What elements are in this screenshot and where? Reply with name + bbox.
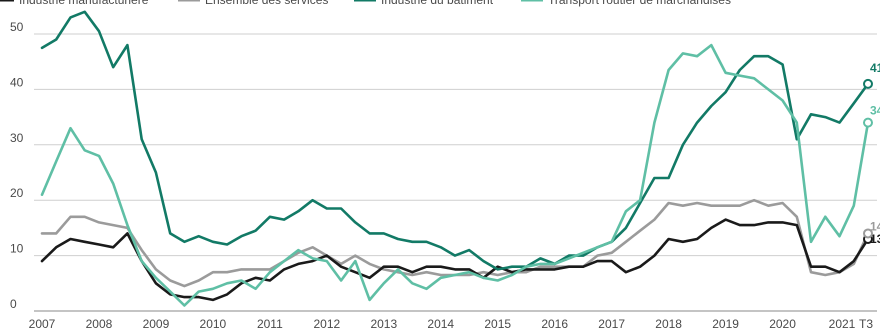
- x-tick-label: 2013: [370, 317, 397, 329]
- series-end-marker: [863, 117, 873, 128]
- legend-item: Transport routier de marchandises: [521, 0, 731, 7]
- x-tick-label: 2009: [143, 317, 170, 329]
- series-end-label: 41: [870, 61, 880, 75]
- y-tick-label: 0: [10, 297, 17, 311]
- x-tick-label: 2020: [769, 317, 796, 329]
- x-tick-label: T3: [859, 317, 873, 329]
- y-tick-label: 50: [10, 20, 24, 34]
- series-end-label: 34: [870, 104, 880, 118]
- legend-item: Ensemble des services: [178, 0, 328, 7]
- series-end-label: 14: [870, 219, 880, 233]
- y-tick-label: 10: [10, 242, 24, 256]
- series-end-marker: [863, 78, 873, 89]
- chart-series: [40, 10, 870, 307]
- series-line: [40, 10, 870, 271]
- x-tick-label: 2007: [29, 317, 56, 329]
- chart-gridlines: [34, 33, 877, 312]
- x-axis-ticks: 2007 2008 2009 2010 2011 2012 2013 2014 2015 2016…: [29, 317, 874, 329]
- x-tick-label: 2010: [200, 317, 227, 329]
- series-end-labels: 1314 41 34: [863, 61, 880, 246]
- x-tick-label: 2017: [598, 317, 625, 329]
- legend-label: Industrie du bâtiment: [381, 0, 494, 7]
- x-tick-label: 2014: [427, 317, 454, 329]
- series-line: [40, 43, 870, 307]
- x-tick-label: 2018: [655, 317, 682, 329]
- chart-legend: Industrie manufacturière Ensemble des ser…: [0, 0, 731, 7]
- y-tick-label: 30: [10, 131, 24, 145]
- legend-label: Transport routier de marchandises: [548, 0, 731, 7]
- series-line: [40, 218, 870, 302]
- legend-label: Industrie manufacturière: [19, 0, 149, 7]
- legend-item: Industrie du bâtiment: [354, 0, 494, 7]
- x-tick-label: 2019: [712, 317, 739, 329]
- x-tick-label: 2015: [484, 317, 511, 329]
- series-end-label: 13: [870, 232, 880, 246]
- series-end-marker: [863, 228, 873, 239]
- y-tick-label: 20: [10, 186, 24, 200]
- x-tick-label: 2016: [541, 317, 568, 329]
- x-tick-label: 2008: [86, 317, 113, 329]
- x-tick-label: 2011: [257, 317, 283, 329]
- x-tick-label: 2012: [313, 317, 340, 329]
- x-tick-label: 2021: [829, 317, 856, 329]
- legend-label: Ensemble des services: [205, 0, 328, 7]
- y-axis-ticks: 0 10 20 30 40 50: [10, 20, 24, 311]
- legend-item: Industrie manufacturière: [0, 0, 149, 7]
- y-tick-label: 40: [10, 75, 24, 89]
